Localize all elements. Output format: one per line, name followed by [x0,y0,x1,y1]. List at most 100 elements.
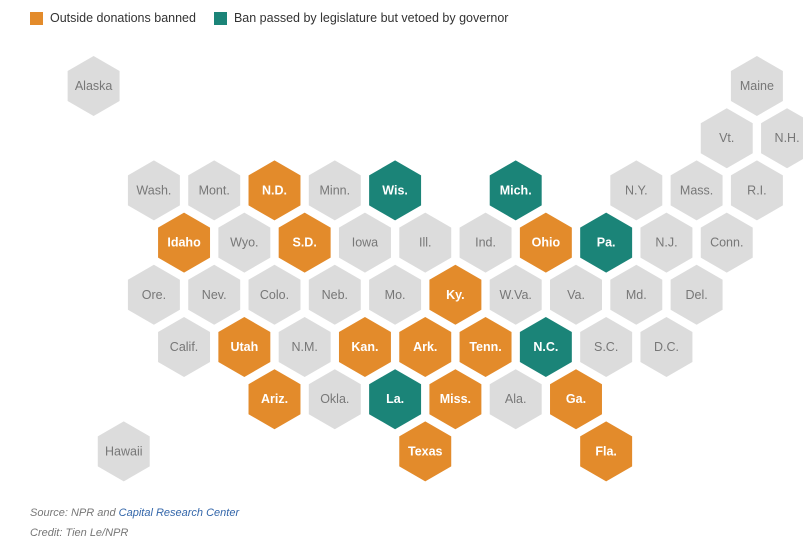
state-hex-mont: Mont. [188,160,241,221]
source-prefix: Source: NPR and [30,507,119,519]
state-label: Ariz. [261,392,288,406]
state-label: Conn. [710,236,743,250]
state-hex-n-y: N.Y. [610,160,663,221]
state-label: Minn. [320,183,351,197]
state-label: Wis. [382,183,408,197]
hex-shape [580,212,633,273]
state-label: Hawaii [105,444,143,458]
state-label: Kan. [351,340,378,354]
hex-shape [580,421,633,482]
state-label: Idaho [167,236,201,250]
state-hex-hawaii: Hawaii [97,421,150,482]
state-label: Iowa [352,236,378,250]
hex-shape [429,264,482,325]
hex-shape [218,212,271,273]
hex-shape [489,160,542,221]
state-hex-la: La. [369,369,422,430]
hex-shape [127,160,180,221]
source-note: Source: NPR and Capital Research Center [30,507,239,519]
state-hex-conn: Conn. [700,212,753,273]
hex-shape [429,369,482,430]
state-hex-w-va: W.Va. [489,264,542,325]
state-label: Mo. [385,288,406,302]
state-hex-vt: Vt. [700,108,753,169]
hex-shape [640,317,693,377]
state-hex-ill: Ill. [399,212,452,273]
state-hex-fla: Fla. [580,421,633,482]
state-hex-iowa: Iowa [338,212,391,273]
state-hex-mich: Mich. [489,160,542,221]
hex-shape [308,264,361,325]
legend-swatch-banned [30,11,43,25]
hex-shape [610,264,663,325]
hex-shape [700,212,753,273]
hex-shape [158,317,211,377]
state-label: N.D. [262,183,287,197]
state-label: Ky. [446,288,465,302]
state-label: Ore. [142,288,166,302]
state-hex-utah: Utah [218,317,271,377]
state-hex-neb: Neb. [308,264,361,325]
hex-shape [369,160,422,221]
state-hex-nev: Nev. [188,264,241,325]
state-hex-mass: Mass. [670,160,723,221]
hex-shape [278,317,331,377]
state-label: N.Y. [625,183,648,197]
hex-shape [459,317,512,377]
legend-label-banned: Outside donations banned [50,11,196,25]
legend-item-vetoed: Ban passed by legislature but vetoed by … [213,11,509,25]
hex-shape [369,264,422,325]
hex-shape [730,56,783,116]
state-label: Ohio [532,236,561,250]
hex-shape [338,317,391,377]
state-label: Alaska [75,79,113,93]
state-hex-ohio: Ohio [519,212,572,273]
state-hex-ala: Ala. [489,369,542,430]
state-hex-calif: Calif. [158,317,211,377]
hex-shape [188,160,241,221]
hex-shape [670,160,723,221]
hex-shape [580,317,633,377]
state-label: Utah [230,340,258,354]
state-hex-mo: Mo. [369,264,422,325]
state-label: Pa. [597,236,616,250]
state-hex-okla: Okla. [308,369,361,430]
state-hex-n-d: N.D. [248,160,301,221]
state-label: S.C. [594,340,618,354]
state-hex-d-c: D.C. [640,317,693,377]
hex-shape [399,421,452,482]
hex-shape [218,317,271,377]
state-hex-md: Md. [610,264,663,325]
state-hex-idaho: Idaho [158,212,211,273]
hex-shape [248,160,301,221]
hex-shape [670,264,723,325]
state-hex-wis: Wis. [369,160,422,221]
legend-label-vetoed: Ban passed by legislature but vetoed by … [233,11,509,25]
state-label: Mont. [199,183,230,197]
state-hex-ga: Ga. [550,369,602,430]
hex-shape [550,369,602,430]
hex-shape [308,160,361,221]
hex-shape [369,369,422,430]
state-label: Miss. [440,392,471,406]
hex-shape [550,264,602,325]
state-hex-ind: Ind. [459,212,512,273]
state-hex-ky: Ky. [429,264,482,325]
state-label: Ark. [413,340,437,354]
state-label: Maine [740,79,774,93]
state-hex-pa: Pa. [580,212,633,273]
hex-shape [761,108,803,169]
state-hex-tenn: Tenn. [459,317,512,377]
source-link[interactable]: Capital Research Center [118,507,240,519]
hex-shape [278,212,331,273]
legend-item-banned: Outside donations banned [30,11,196,25]
hex-shape [308,369,361,430]
state-hex-del: Del. [670,264,723,325]
hex-shape [158,212,211,273]
state-hex-alaska: Alaska [67,56,120,116]
hex-shape [399,317,452,377]
state-hex-wyo: Wyo. [218,212,271,273]
state-label: Wash. [136,183,171,197]
state-hex-texas: Texas [399,421,452,482]
